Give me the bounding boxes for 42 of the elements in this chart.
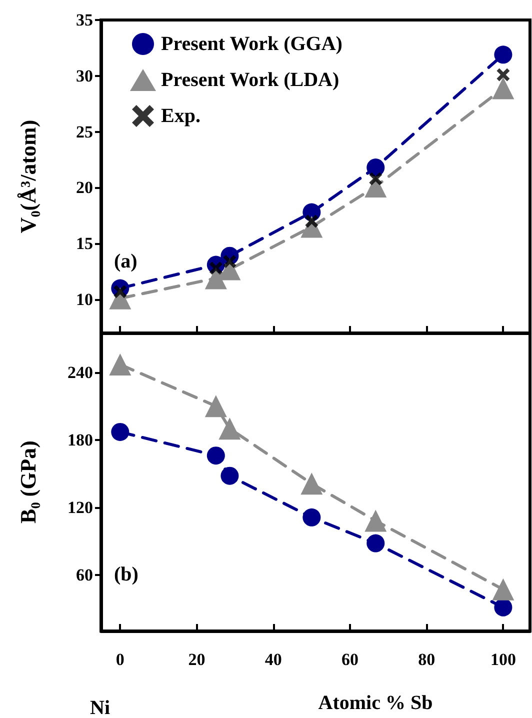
point (364, 510, 387, 532)
text: Ni (90, 697, 110, 718)
annotation: (b) (114, 564, 138, 586)
y-tick-label: 20 (76, 178, 93, 198)
point (204, 395, 227, 418)
point (492, 578, 514, 600)
point (109, 353, 132, 376)
y-tick-label: 15 (76, 234, 93, 254)
point (111, 422, 130, 441)
point (492, 77, 514, 100)
y-tick-label: 25 (76, 122, 93, 142)
x-tick-label: 60 (341, 650, 358, 669)
point (366, 534, 385, 552)
y-tick-label: 120 (68, 498, 93, 517)
y-tick-label: 180 (68, 430, 93, 450)
point (220, 466, 239, 485)
point (369, 172, 382, 186)
y-tick-label: 240 (68, 362, 93, 382)
annotation: (a) (114, 250, 138, 273)
legend-label: Present Work (LDA) (161, 69, 340, 91)
x-axis-title: Atomic % Sb (318, 692, 433, 714)
y-tick-label: 60 (76, 565, 93, 584)
y-axis-title: V₀(Å³/atom) (16, 120, 40, 234)
point (494, 46, 512, 64)
point (218, 418, 241, 440)
legend-label: Present Work (GGA) (161, 33, 342, 55)
y-tick-label: 35 (76, 10, 93, 30)
y-axis-title: B₀ (GPa) (16, 440, 40, 524)
x-tick-label: 0 (116, 650, 124, 669)
x-tick-label: 80 (418, 650, 436, 669)
point (302, 508, 321, 526)
x-tick-label: 20 (188, 650, 206, 669)
point (496, 68, 510, 82)
x-tick-label: 40 (264, 650, 282, 669)
point (206, 446, 225, 465)
point (494, 598, 512, 616)
point (300, 472, 323, 495)
legend-label: Exp. (161, 105, 200, 127)
point (366, 158, 385, 177)
y-tick-label: 10 (76, 290, 93, 309)
x-tick-label: 100 (490, 650, 516, 669)
y-tick-label: 30 (76, 66, 93, 86)
